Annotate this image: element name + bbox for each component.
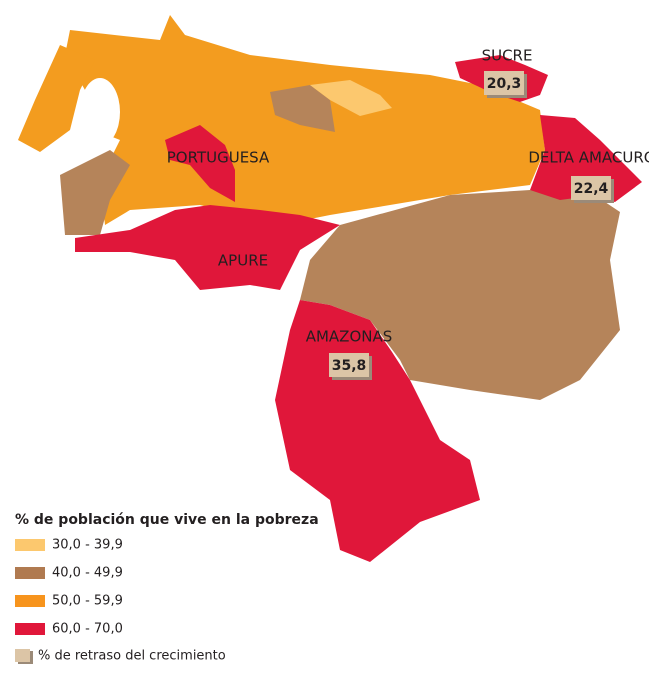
legend-label: 30,0 - 39,9	[52, 538, 123, 553]
value-box	[484, 71, 524, 95]
region-shape	[60, 150, 130, 235]
legend-label: 60,0 - 70,0	[52, 622, 123, 637]
legend-title: % de población que vive en la pobreza	[15, 512, 319, 528]
legend-swatch	[15, 595, 45, 607]
value-boxes	[329, 71, 614, 380]
value-box	[571, 176, 611, 200]
region-label: DELTA AMACURO	[528, 149, 649, 167]
legend-swatch	[15, 623, 45, 635]
region-label: APURE	[218, 252, 268, 270]
region-shape	[310, 80, 392, 116]
lake	[80, 78, 120, 146]
map-shapes	[18, 15, 642, 562]
region-shape	[300, 190, 620, 400]
legend-swatch	[15, 567, 45, 579]
region-value: 35,8	[332, 358, 367, 374]
region-shape	[75, 205, 340, 290]
legend-swatch	[15, 539, 45, 551]
legend-label: % de retraso del crecimiento	[38, 649, 226, 664]
region-label: PORTUGUESA	[167, 149, 270, 167]
legend: 30,0 - 39,9 40,0 - 49,9 50,0 - 59,9 60,0 - …	[15, 538, 123, 637]
region-shape	[165, 125, 235, 202]
region-shape	[18, 45, 95, 152]
region-label: AMAZONAS	[306, 328, 393, 346]
region-label: SUCRE	[482, 47, 533, 65]
legend-swatch	[15, 649, 30, 662]
region-shape	[270, 85, 335, 132]
legend-label: 40,0 - 49,9	[52, 566, 123, 581]
value-box	[329, 353, 369, 377]
region-value: 22,4	[574, 181, 609, 197]
legend-label: 50,0 - 59,9	[52, 594, 123, 609]
region-value: 20,3	[487, 76, 522, 92]
region-shape	[275, 300, 480, 562]
